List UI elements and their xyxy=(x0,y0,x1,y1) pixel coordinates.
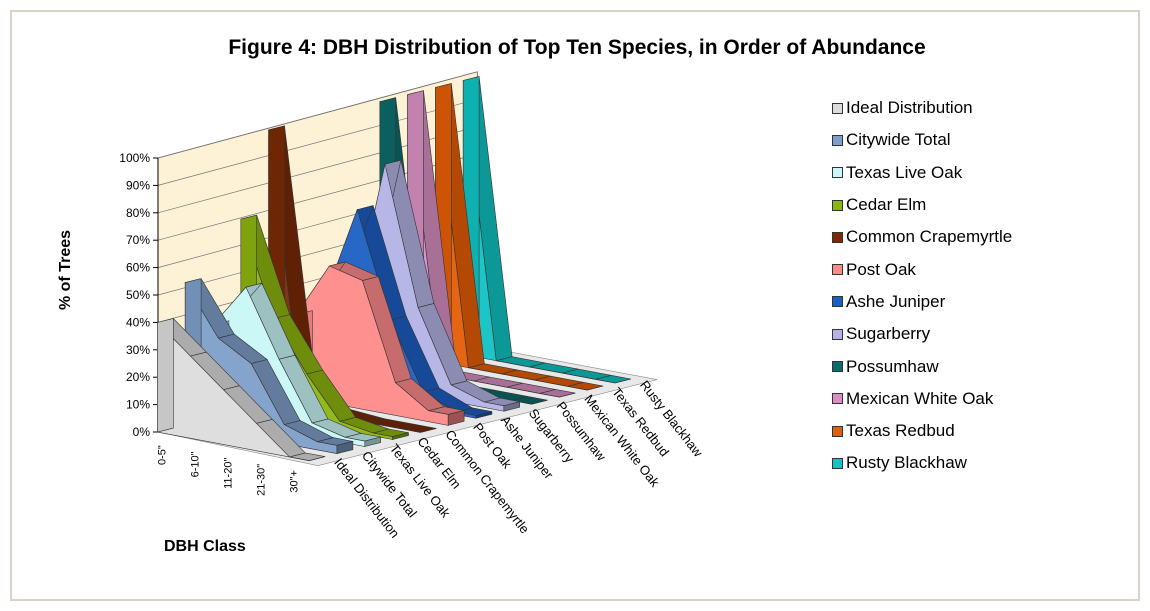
legend-item: Ashe Juniper xyxy=(832,286,1012,318)
legend-swatch xyxy=(832,264,843,276)
category-label: 21-30" xyxy=(255,464,267,496)
legend-swatch xyxy=(832,361,843,373)
legend-swatch xyxy=(832,393,843,405)
series-group xyxy=(156,76,631,462)
category-label: 30"+ xyxy=(288,470,300,493)
legend-label: Cedar Elm xyxy=(846,195,927,215)
legend-item: Texas Live Oak xyxy=(832,157,1012,189)
chart-title: Figure 4: DBH Distribution of Top Ten Sp… xyxy=(228,36,926,59)
ribbon-front xyxy=(157,321,310,461)
y-tick-label: 50% xyxy=(126,288,150,302)
ribbon-end xyxy=(364,436,382,447)
series-1 xyxy=(156,318,326,462)
y-tick-label: 100% xyxy=(119,151,150,165)
legend-item: Possumhaw xyxy=(832,350,1012,382)
legend-item: Citywide Total xyxy=(832,124,1012,156)
legend-item: Ideal Distribution xyxy=(832,92,1012,124)
ribbon-end xyxy=(559,392,576,398)
legend-label: Texas Live Oak xyxy=(846,162,963,182)
category-label: 11-20" xyxy=(222,458,234,489)
legend-swatch xyxy=(832,457,843,469)
legend-label: Ideal Distribution xyxy=(846,98,973,118)
legend-swatch xyxy=(832,199,843,211)
y-tick-label: 70% xyxy=(126,233,150,247)
legend-swatch xyxy=(832,167,843,179)
ribbon-end xyxy=(475,411,493,419)
y-tick-label: 0% xyxy=(133,425,151,439)
legend-swatch xyxy=(832,231,843,243)
legend-swatch xyxy=(832,328,843,340)
y-tick-label: 30% xyxy=(126,343,150,357)
ribbon-end xyxy=(447,410,465,426)
legend-label: Texas Redbud xyxy=(846,421,955,441)
legend-label: Common Crapemyrtle xyxy=(846,227,1013,247)
legend-item: Rusty Blackhaw xyxy=(832,447,1012,479)
ribbon-end xyxy=(309,456,326,461)
gridline xyxy=(157,71,478,159)
legend-item: Post Oak xyxy=(832,253,1012,285)
x-axis-label: DBH Class xyxy=(164,538,246,555)
legend-item: Sugarberry xyxy=(832,318,1012,350)
legend-label: Post Oak xyxy=(846,259,916,279)
ribbon-end xyxy=(531,399,548,405)
legend-item: Common Crapemyrtle xyxy=(832,221,1012,253)
legend-label: Mexican White Oak xyxy=(846,388,994,408)
legend-label: Ashe Juniper xyxy=(846,291,946,311)
series-12 xyxy=(462,76,631,384)
ribbon-end xyxy=(392,432,409,440)
ribbon-start xyxy=(157,318,174,433)
y-tick-label: 10% xyxy=(126,398,150,412)
legend-swatch xyxy=(832,102,843,114)
y-tick-label: 90% xyxy=(126,178,150,192)
legend-item: Cedar Elm xyxy=(832,189,1012,221)
y-tick-label: 40% xyxy=(126,315,150,329)
category-label: 0-5" xyxy=(156,445,168,465)
category-label: 6-10" xyxy=(189,451,201,477)
y-tick-label: 80% xyxy=(126,206,150,220)
legend-swatch xyxy=(832,134,843,146)
legend-label: Sugarberry xyxy=(846,324,931,344)
legend-item: Texas Redbud xyxy=(832,415,1012,447)
legend-label: Citywide Total xyxy=(846,130,951,150)
ribbon-end xyxy=(587,385,604,391)
legend-label: Rusty Blackhaw xyxy=(846,453,967,473)
legend-label: Possumhaw xyxy=(846,356,939,376)
legend-item: Mexican White Oak xyxy=(832,383,1012,415)
y-tick-label: 20% xyxy=(126,370,150,384)
x-axis-categories: 0-5" 6-10" 11-20" 21-30" 30"+ xyxy=(156,445,300,496)
legend-swatch xyxy=(832,296,843,308)
ribbon-end xyxy=(503,401,521,412)
ribbon-end xyxy=(420,428,437,433)
y-tick-label: 60% xyxy=(126,261,150,275)
ribbon-end xyxy=(336,441,354,454)
chart-legend: Ideal Distribution Citywide Total Texas Li… xyxy=(832,92,1012,480)
ribbon-end xyxy=(614,378,631,384)
y-axis: 0% 10% 20% 30% 40% 50% 60% 70% 80% 90% 100% xyxy=(119,151,159,439)
legend-swatch xyxy=(832,425,843,437)
